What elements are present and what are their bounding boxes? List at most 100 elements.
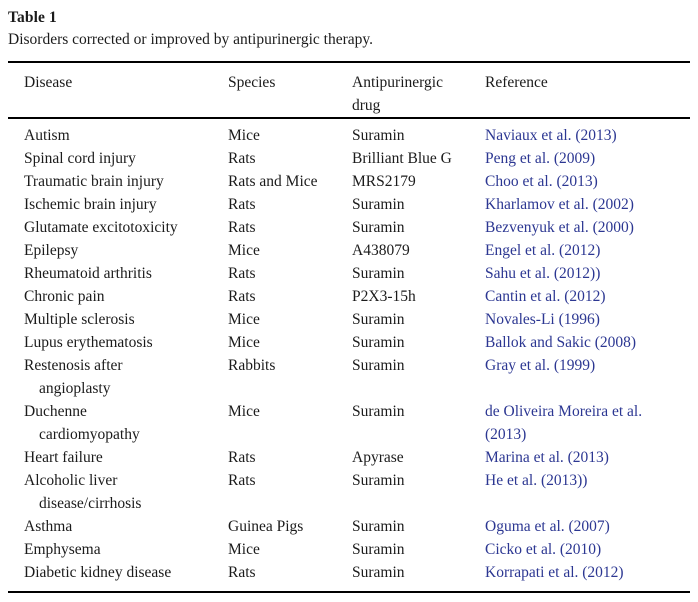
citation-link[interactable]: Cicko et al. (2010): [485, 541, 602, 558]
cell-disease: Glutamate excitotoxicity: [24, 219, 178, 236]
citation-link[interactable]: Gray et al. (1999): [485, 357, 596, 374]
cell-drug: Suramin: [352, 334, 405, 351]
cell-drug: A438079: [352, 242, 410, 259]
table-caption: Disorders corrected or improved by antip…: [8, 31, 373, 48]
cell-disease: Restenosis after angioplasty: [24, 357, 123, 397]
cell-drug: Suramin: [352, 472, 405, 489]
cell-species: Rats: [228, 265, 256, 282]
cell-reference: Novales-Li (1996): [485, 308, 690, 331]
cell-species: Rats and Mice: [228, 173, 318, 190]
cell-drug: Suramin: [352, 127, 405, 144]
header-row: Disease Species Antipurinergic drug Refe…: [8, 62, 690, 119]
cell-reference: Peng et al. (2009): [485, 147, 690, 170]
table-row: Emphysema Mice Suramin Cicko et al. (201…: [8, 538, 690, 561]
table-row: Restenosis after angioplasty Rabbits Sur…: [8, 354, 690, 400]
table-row: Chronic pain Rats P2X3-15h Cantin et al.…: [8, 285, 690, 308]
cell-disease: Heart failure: [24, 449, 103, 466]
cell-drug: Suramin: [352, 564, 405, 581]
cell-drug: Suramin: [352, 196, 405, 213]
table-row: Asthma Guinea Pigs Suramin Oguma et al. …: [8, 515, 690, 538]
table-row: Spinal cord injury Rats Brilliant Blue G…: [8, 147, 690, 170]
cell-reference: Cantin et al. (2012): [485, 285, 690, 308]
table-row: Multiple sclerosis Mice Suramin Novales-…: [8, 308, 690, 331]
cell-disease: Ischemic brain injury: [24, 196, 157, 213]
table-label: Table 1: [8, 9, 57, 26]
cell-reference: Cicko et al. (2010): [485, 538, 690, 561]
cell-drug: Suramin: [352, 403, 405, 420]
citation-link[interactable]: Peng et al. (2009): [485, 150, 596, 167]
cell-disease: Spinal cord injury: [24, 150, 136, 167]
cell-drug: P2X3-15h: [352, 288, 416, 305]
cell-species: Mice: [228, 127, 260, 144]
table-row: Diabetic kidney disease Rats Suramin Kor…: [8, 561, 690, 592]
cell-species: Mice: [228, 403, 260, 420]
citation-link[interactable]: Bezvenyuk et al. (2000): [485, 219, 634, 236]
cell-species: Rats: [228, 219, 256, 236]
column-header-disease: Disease: [8, 62, 228, 119]
table-header: Disease Species Antipurinergic drug Refe…: [8, 62, 690, 119]
table-row: Lupus erythematosis Mice Suramin Ballok …: [8, 331, 690, 354]
cell-species: Rats: [228, 196, 256, 213]
cell-disease: Rheumatoid arthritis: [24, 265, 152, 282]
column-header-reference: Reference: [485, 62, 690, 119]
cell-reference: Naviaux et al. (2013): [485, 118, 690, 147]
citation-link[interactable]: Marina et al. (2013): [485, 449, 609, 466]
citation-link[interactable]: Choo et al. (2013): [485, 173, 598, 190]
table-row: Traumatic brain injury Rats and Mice MRS…: [8, 170, 690, 193]
cell-drug: Suramin: [352, 219, 405, 236]
cell-species: Rats: [228, 564, 256, 581]
citation-link[interactable]: Naviaux et al. (2013): [485, 127, 617, 144]
cell-drug: Brilliant Blue G: [352, 150, 452, 167]
cell-drug: Suramin: [352, 311, 405, 328]
cell-reference: Bezvenyuk et al. (2000): [485, 216, 690, 239]
table-row: Rheumatoid arthritis Rats Suramin Sahu e…: [8, 262, 690, 285]
table-row: Epilepsy Mice A438079 Engel et al. (2012…: [8, 239, 690, 262]
cell-disease: Autism: [24, 127, 70, 144]
citation-link[interactable]: Ballok and Sakic (2008): [485, 334, 637, 351]
citation-link[interactable]: Engel et al. (2012): [485, 242, 601, 259]
citation-link[interactable]: Korrapati et al. (2012): [485, 564, 624, 581]
cell-drug: Suramin: [352, 357, 405, 374]
cell-reference: Engel et al. (2012): [485, 239, 690, 262]
cell-disease: Epilepsy: [24, 242, 79, 259]
column-header-species: Species: [228, 62, 352, 119]
cell-reference: Choo et al. (2013): [485, 170, 690, 193]
column-header-drug: Antipurinergic drug: [352, 62, 485, 119]
cell-disease: Alcoholic liver disease/cirrhosis: [24, 472, 142, 512]
citation-link[interactable]: de Oliveira Moreira et al. (2013): [485, 403, 643, 443]
citation-link[interactable]: He et al. (2013)): [485, 472, 588, 489]
table-row: Glutamate excitotoxicity Rats Suramin Be…: [8, 216, 690, 239]
cell-reference: Oguma et al. (2007): [485, 515, 690, 538]
citation-link[interactable]: Cantin et al. (2012): [485, 288, 606, 305]
cell-species: Rabbits: [228, 357, 276, 374]
cell-species: Rats: [228, 472, 256, 489]
cell-reference: He et al. (2013)): [485, 469, 690, 515]
cell-disease: Asthma: [24, 518, 73, 535]
cell-drug: MRS2179: [352, 173, 416, 190]
cell-species: Rats: [228, 288, 256, 305]
table-row: Heart failure Rats Apyrase Marina et al.…: [8, 446, 690, 469]
table-row: Autism Mice Suramin Naviaux et al. (2013…: [8, 118, 690, 147]
citation-link[interactable]: Oguma et al. (2007): [485, 518, 610, 535]
cell-disease: Duchenne cardiomyopathy: [24, 403, 140, 443]
cell-reference: Marina et al. (2013): [485, 446, 690, 469]
cell-reference: Ballok and Sakic (2008): [485, 331, 690, 354]
cell-reference: de Oliveira Moreira et al. (2013): [485, 400, 690, 446]
table-row: Ischemic brain injury Rats Suramin Kharl…: [8, 193, 690, 216]
cell-disease: Diabetic kidney disease: [24, 564, 172, 581]
cell-drug: Apyrase: [352, 449, 404, 466]
cell-disease: Emphysema: [24, 541, 101, 558]
cell-disease: Lupus erythematosis: [24, 334, 153, 351]
cell-species: Mice: [228, 311, 260, 328]
table-row: Alcoholic liver disease/cirrhosis Rats S…: [8, 469, 690, 515]
citation-link[interactable]: Sahu et al. (2012)): [485, 265, 601, 282]
cell-reference: Sahu et al. (2012)): [485, 262, 690, 285]
citation-link[interactable]: Kharlamov et al. (2002): [485, 196, 634, 213]
cell-disease: Chronic pain: [24, 288, 105, 305]
citation-link[interactable]: Novales-Li (1996): [485, 311, 600, 328]
data-table: Disease Species Antipurinergic drug Refe…: [8, 61, 690, 593]
cell-species: Rats: [228, 449, 256, 466]
cell-drug: Suramin: [352, 265, 405, 282]
cell-reference: Kharlamov et al. (2002): [485, 193, 690, 216]
